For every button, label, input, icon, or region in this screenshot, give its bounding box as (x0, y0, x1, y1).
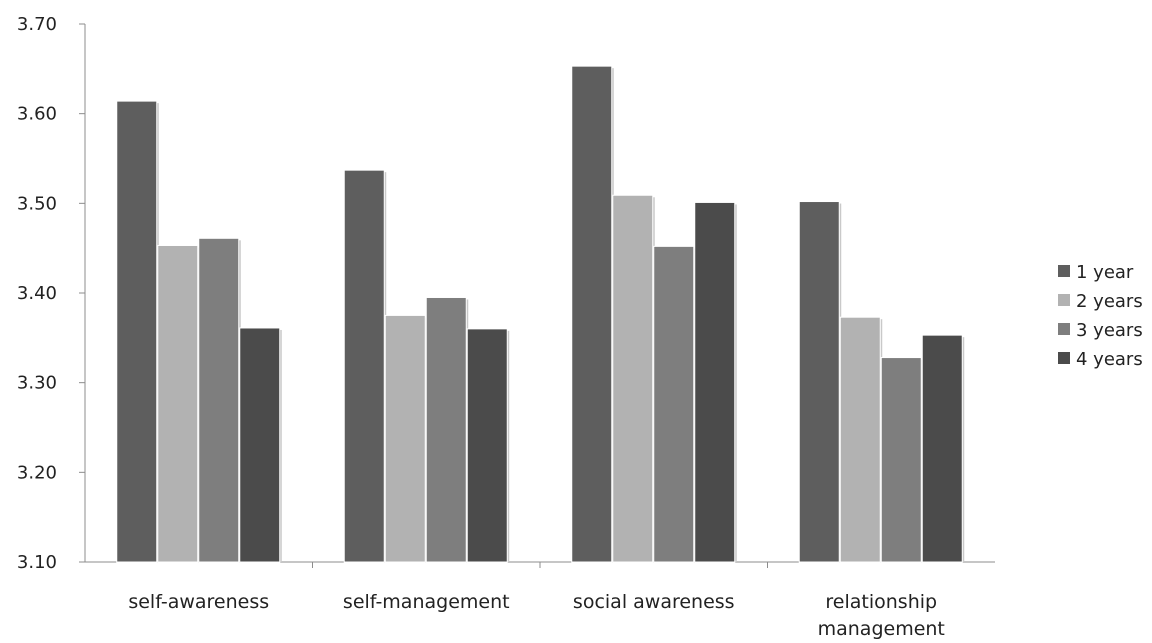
x-tick-label: self-awareness (128, 591, 269, 613)
bar-self-awareness-4-years (239, 327, 281, 563)
bars (116, 65, 965, 563)
bar-social-awareness-1-year (571, 65, 613, 563)
bar-self-management-2-years (384, 314, 426, 563)
legend-swatch (1058, 352, 1070, 364)
x-tick-label: self-management (343, 591, 510, 613)
legend-swatch (1058, 294, 1070, 306)
y-tick-label: 3.50 (17, 193, 57, 214)
bar-social-awareness-2-years (612, 194, 654, 563)
y-tick-label: 3.60 (17, 104, 57, 125)
y-tick-label: 3.20 (17, 462, 57, 483)
bar-social-awareness-3-years (653, 245, 695, 563)
legend-label: 3 years (1076, 320, 1143, 341)
x-tick-label: management (818, 618, 945, 639)
x-tick-label: relationship (825, 591, 937, 613)
bar-self-awareness-1-year (116, 100, 158, 563)
x-tick-label: social awareness (573, 591, 735, 613)
legend-label: 1 year (1076, 262, 1134, 283)
legend-label: 2 years (1076, 291, 1143, 312)
bar-self-management-4-years (466, 328, 508, 563)
y-axis: 3.10 3.20 3.30 3.40 3.50 3.60 3.70 (17, 14, 86, 573)
bar-self-management-1-year (343, 169, 385, 563)
bar-self-awareness-2-years (157, 244, 199, 563)
y-tick-label: 3.40 (17, 283, 57, 304)
bar-self-management-3-years (425, 296, 467, 563)
y-tick-label: 3.30 (17, 373, 57, 394)
bar-relationship-management-3-years (880, 357, 922, 563)
bar-relationship-management-1-year (798, 201, 840, 563)
legend-swatch (1058, 323, 1070, 335)
bar-relationship-management-2-years (839, 316, 881, 563)
y-tick-label: 3.70 (17, 14, 57, 35)
x-axis: self-awareness self-management social awar… (85, 561, 995, 640)
legend: 1 year 2 years 3 years 4 years (1058, 262, 1143, 370)
y-tick-label: 3.10 (17, 552, 57, 573)
bar-relationship-management-4-years (921, 334, 963, 563)
legend-swatch (1058, 265, 1070, 277)
bar-social-awareness-4-years (694, 201, 736, 563)
legend-label: 4 years (1076, 349, 1143, 370)
bar-self-awareness-3-years (198, 237, 240, 563)
